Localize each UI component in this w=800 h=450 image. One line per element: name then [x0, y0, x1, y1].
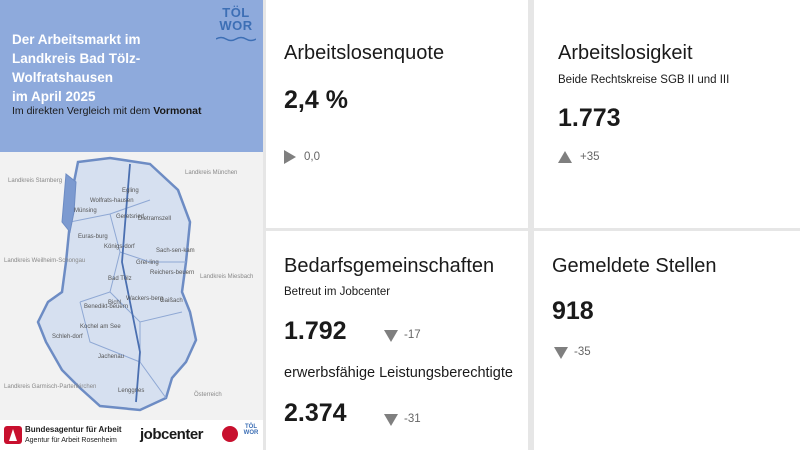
jc-logo-line-2: WOR [243, 430, 259, 436]
map-label-weilheim: Landkreis Weilheim-Schongau [4, 258, 85, 264]
jobcenter-icon [222, 426, 238, 442]
comparison-prefix: Im direkten Vergleich mit dem [12, 105, 154, 117]
title-line-3: im April 2025 [12, 89, 96, 104]
map-label-geretsried: Geretsried [116, 214, 144, 220]
tile-title: Arbeitslosigkeit [558, 42, 693, 64]
tile-change: -35 [574, 346, 591, 358]
map-label-koenigsdorf: Königs-dorf [104, 244, 135, 250]
map-label-bichl: Bichl [108, 300, 121, 306]
map-label-kochel: Kochel am See [80, 324, 121, 330]
toelz-wor-logo: TÖL WOR [216, 6, 256, 40]
map-label-jachenau: Jachenau [98, 354, 124, 360]
comparison-bold: Vormonat [153, 105, 202, 117]
district-map: Landkreis Starnberg Landkreis München La… [0, 152, 263, 420]
tile-value-2: 2.374 [284, 399, 347, 427]
map-label-schlehdorf: Schleh-dorf [52, 334, 83, 340]
tile-reported-jobs: Gemeldete Stellen 918 -35 [534, 231, 800, 450]
tile-value: 1.773 [558, 104, 621, 132]
tile-benefit-communities: Bedarfsgemeinschaften Betreut im Jobcent… [266, 231, 528, 450]
tile-subtitle: Betreut im Jobcenter [284, 286, 391, 298]
map-label-garmisch: Landkreis Garmisch-Partenkirchen [4, 384, 96, 390]
lake-shape [61, 173, 77, 234]
footer-logos: Bundesagentur für Arbeit Agentur für Arb… [0, 420, 263, 450]
down-triangle-icon [554, 347, 568, 359]
up-triangle-icon [558, 151, 572, 163]
district-map-svg: Landkreis Starnberg Landkreis München La… [4, 156, 253, 412]
map-label-sachsenkam: Sach-sen-kam [156, 248, 195, 254]
tile-value: 2,4 % [284, 86, 348, 114]
tile-title: Arbeitslosenquote [284, 42, 445, 64]
map-label-muensing: Münsing [74, 208, 97, 214]
down-triangle-icon [384, 414, 398, 426]
map-label-dietramszell: Dietramszell [138, 216, 171, 222]
map-label-reichersbeuern: Reichers-beuern [150, 270, 194, 276]
ba-name: Bundesagentur für Arbeit [25, 425, 122, 434]
tile-subtitle: Beide Rechtskreise SGB II und III [558, 74, 730, 86]
map-label-wackersberg: Wackers-berg [126, 296, 163, 302]
map-label-oesterreich: Österreich [194, 391, 222, 398]
left-panel: Der Arbeitsmarkt im Landkreis Bad Tölz-W… [0, 0, 263, 450]
title-line-2: Landkreis Bad Tölz-Wolfratshausen [12, 51, 141, 85]
tile-unemployment: Arbeitslosigkeit Beide Rechtskreise SGB … [534, 0, 800, 228]
title-line-1: Der Arbeitsmarkt im [12, 32, 141, 47]
logo-line-2: WOR [219, 18, 253, 33]
map-label-gaissach: Gaißach [160, 298, 183, 304]
map-label-egling: Egling [122, 188, 139, 194]
map-label-lenggries: Lenggries [118, 388, 144, 394]
down-triangle-icon [384, 330, 398, 342]
map-label-eurasburg: Euras-burg [78, 234, 108, 240]
ba-logo-icon [4, 426, 22, 444]
tile-subtitle-2: erwerbsfähige Leistungsberechtigte [284, 365, 513, 381]
ba-agency: Agentur für Arbeit Rosenheim [25, 437, 117, 444]
jc-logo-line-1: TÖL [245, 424, 257, 430]
tile-change: +35 [580, 151, 600, 163]
municipal-borders [69, 199, 186, 399]
river-line [121, 163, 141, 403]
tile-change: 0,0 [304, 151, 320, 163]
map-label-greiling: Grei-ling [136, 260, 159, 266]
right-triangle-icon [284, 150, 296, 164]
tile-value: 1.792 [284, 317, 347, 345]
logo-line-1: TÖL [222, 5, 250, 20]
map-label-starnberg: Landkreis Starnberg [8, 178, 62, 184]
header-banner: Der Arbeitsmarkt im Landkreis Bad Tölz-W… [0, 0, 263, 152]
map-label-muenchen: Landkreis München [185, 170, 237, 176]
tile-change-2: -31 [404, 413, 421, 425]
tile-title: Bedarfsgemeinschaften [284, 255, 495, 277]
jobcenter-toelz-logo: TÖL WOR [241, 424, 261, 436]
jobcenter-logo: jobcenter [140, 426, 204, 443]
district-outline [36, 156, 198, 412]
logo-waves-icon [216, 36, 256, 42]
map-label-bad-toelz: Bad Tölz [108, 276, 132, 282]
comparison-note: Im direkten Vergleich mit dem Vormonat [12, 105, 257, 117]
map-label-wolfratshausen: Wolfrats-hausen [90, 198, 134, 204]
tile-value: 918 [552, 297, 594, 325]
page-title: Der Arbeitsmarkt im Landkreis Bad Tölz-W… [12, 30, 212, 106]
tile-unemployment-rate: Arbeitslosenquote 2,4 % 0,0 [266, 0, 528, 228]
tile-change: -17 [404, 329, 421, 341]
map-label-benediktbeuern: Benedikt-beuern [84, 304, 128, 310]
map-label-miesbach: Landkreis Miesbach [200, 274, 253, 280]
tile-title: Gemeldete Stellen [552, 255, 717, 277]
